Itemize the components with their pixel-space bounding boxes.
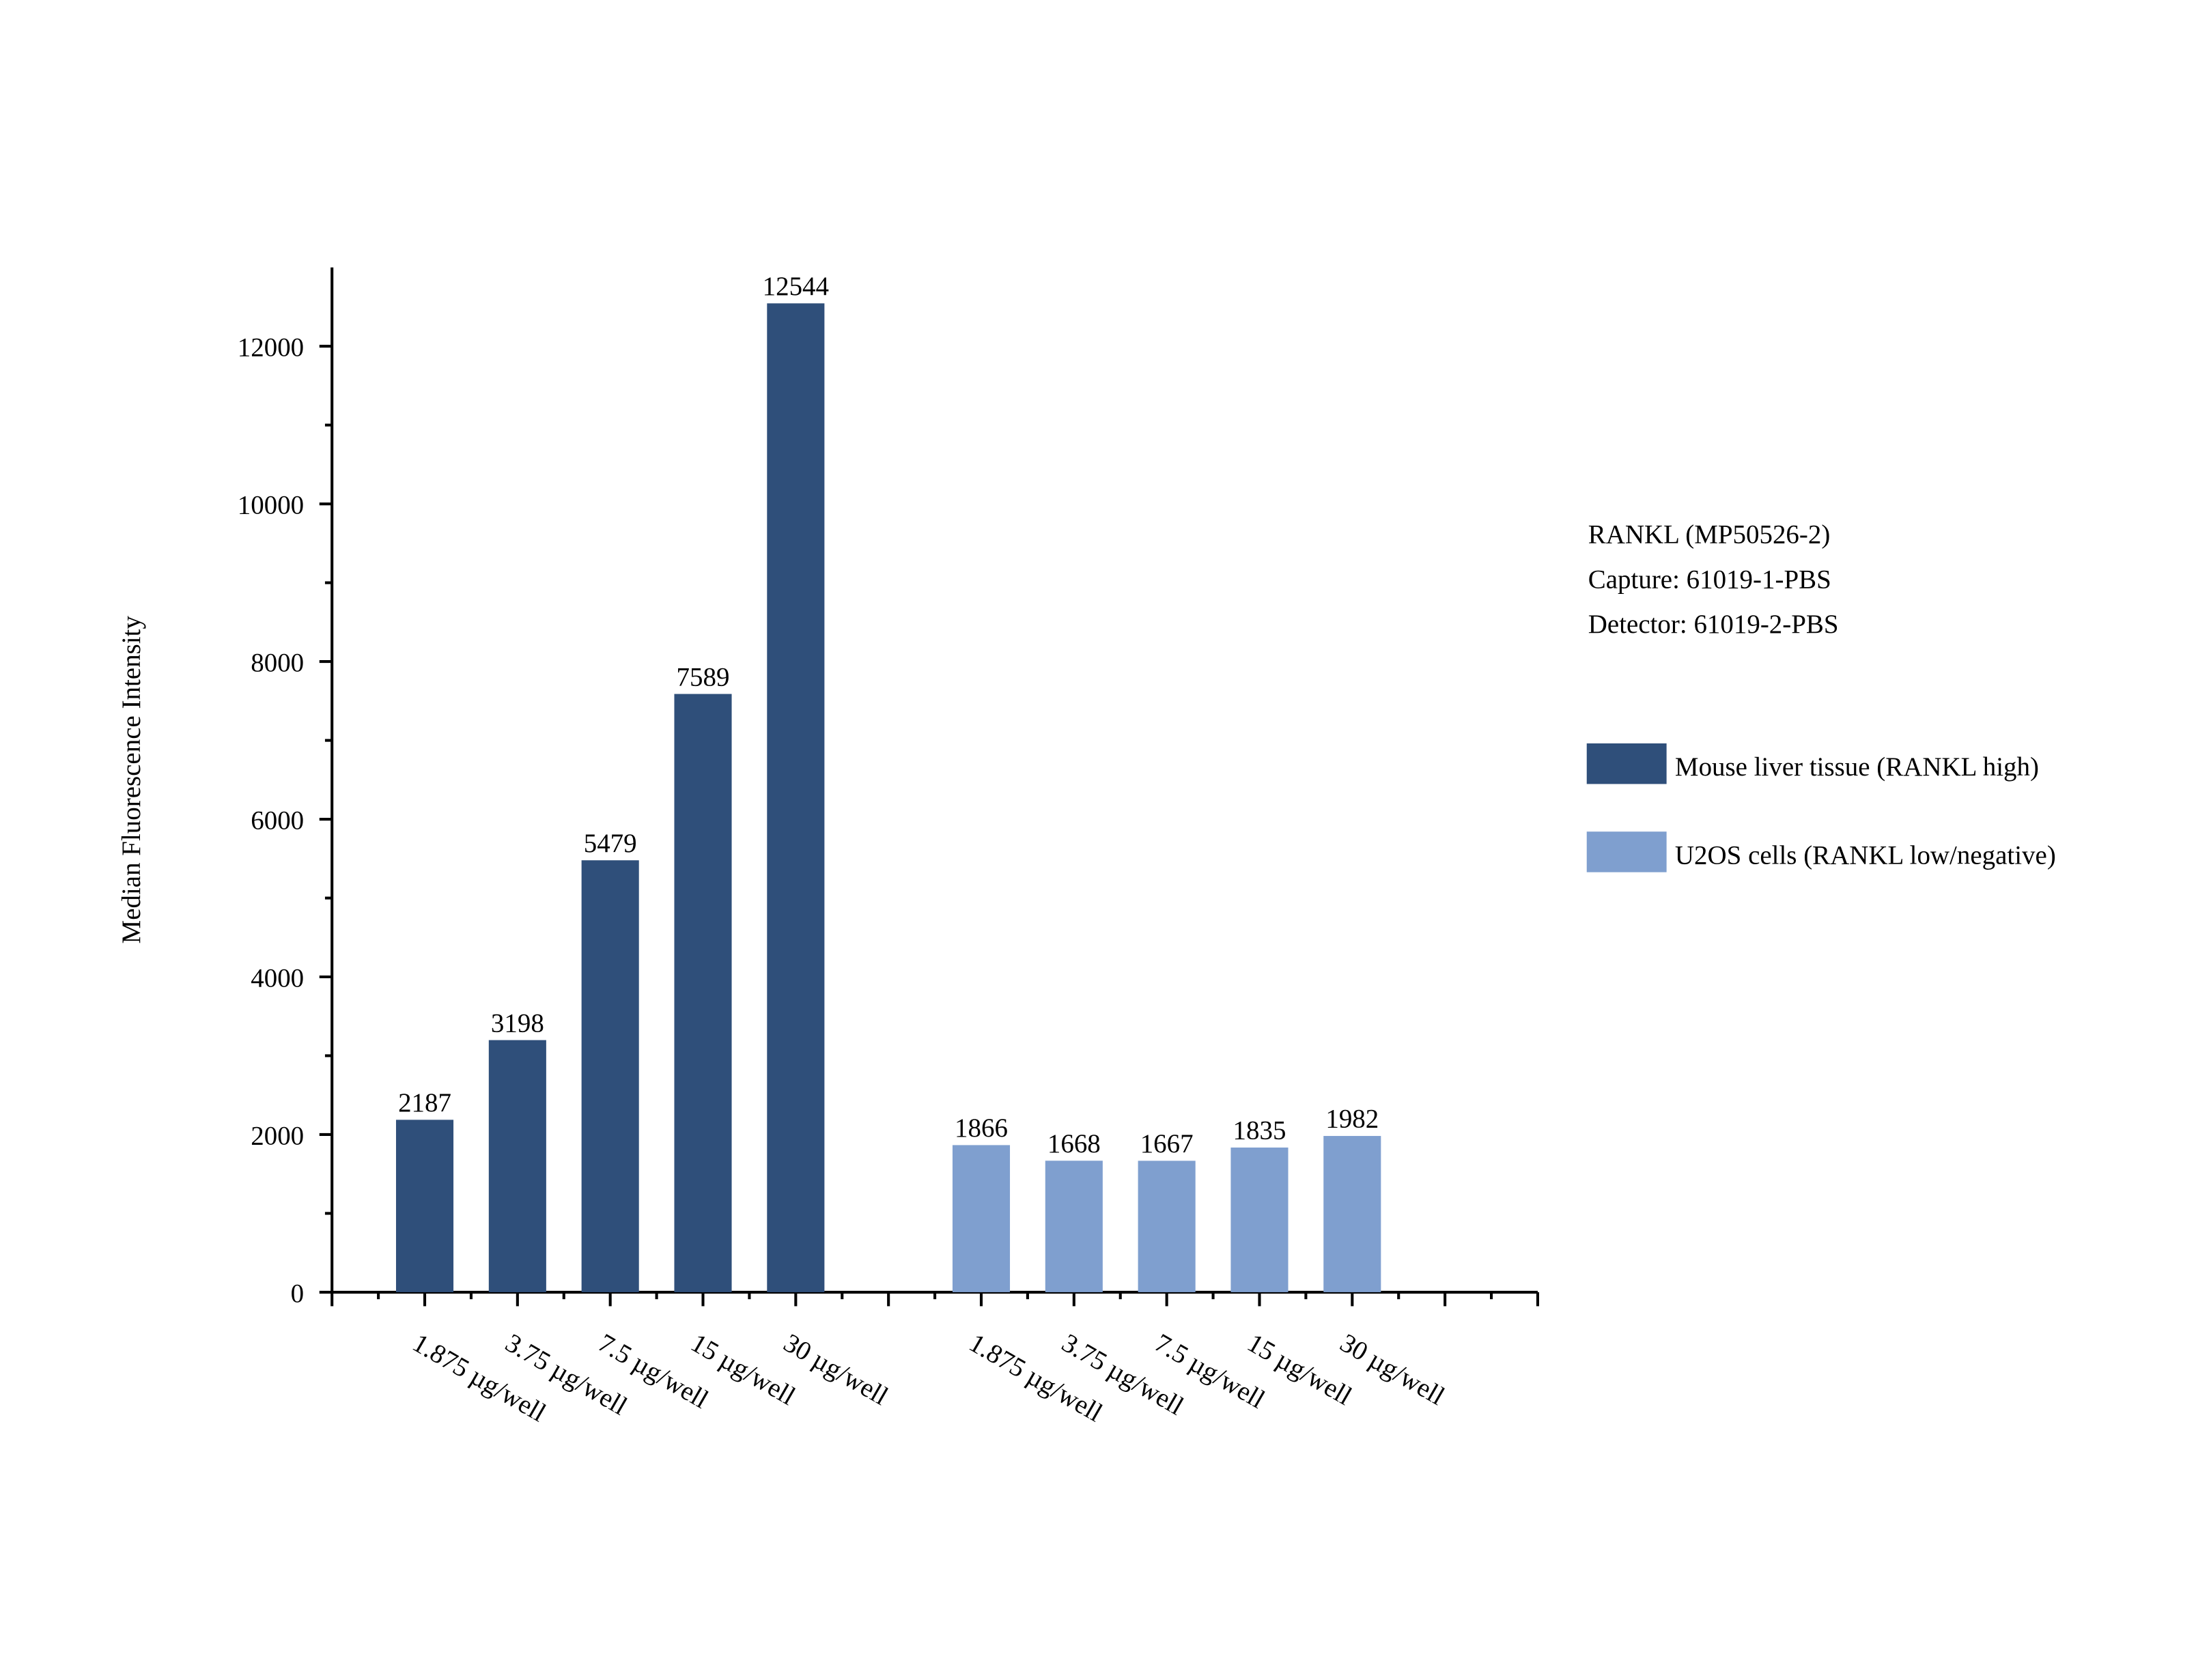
y-tick-label: 4000 bbox=[251, 963, 304, 993]
y-tick-label: 6000 bbox=[251, 806, 304, 835]
value-label: 7589 bbox=[677, 662, 730, 692]
value-label: 1668 bbox=[1047, 1129, 1101, 1158]
bar bbox=[1230, 1148, 1289, 1292]
legend-label: U2OS cells (RANKL low/negative) bbox=[1675, 840, 2056, 870]
value-label: 3198 bbox=[491, 1008, 544, 1038]
legend-swatch bbox=[1586, 743, 1667, 784]
bar bbox=[395, 1120, 454, 1292]
bar bbox=[674, 694, 732, 1292]
legend-swatch bbox=[1586, 831, 1667, 872]
value-label: 2187 bbox=[398, 1088, 451, 1117]
value-label: 1835 bbox=[1233, 1116, 1286, 1145]
y-tick-label: 8000 bbox=[251, 648, 304, 677]
bar bbox=[1138, 1161, 1196, 1292]
bar bbox=[952, 1145, 1011, 1292]
bar bbox=[1323, 1136, 1381, 1292]
x-tick-label: 30 µg/well bbox=[778, 1328, 893, 1412]
value-label: 1982 bbox=[1325, 1105, 1379, 1134]
value-label: 1866 bbox=[955, 1113, 1008, 1143]
bar bbox=[767, 303, 825, 1292]
x-tick-label: 30 µg/well bbox=[1335, 1328, 1450, 1412]
bar bbox=[1045, 1161, 1103, 1292]
y-axis-title: Median Fluorescence Intensity bbox=[117, 616, 146, 944]
bar bbox=[488, 1040, 546, 1292]
value-label: 12544 bbox=[763, 272, 829, 301]
value-label: 1667 bbox=[1140, 1129, 1194, 1158]
y-tick-label: 10000 bbox=[238, 490, 304, 519]
annotation: Detector: 61019-2-PBS bbox=[1588, 610, 1839, 639]
value-label: 5479 bbox=[584, 829, 637, 858]
legend-label: Mouse liver tissue (RANKL high) bbox=[1675, 752, 2039, 782]
y-tick-label: 2000 bbox=[251, 1121, 304, 1150]
y-tick-label: 12000 bbox=[238, 333, 304, 362]
bar bbox=[581, 860, 639, 1292]
annotation: Capture: 61019-1-PBS bbox=[1588, 565, 1831, 594]
annotation: RANKL (MP50526-2) bbox=[1588, 520, 1831, 550]
y-tick-label: 0 bbox=[291, 1279, 304, 1308]
